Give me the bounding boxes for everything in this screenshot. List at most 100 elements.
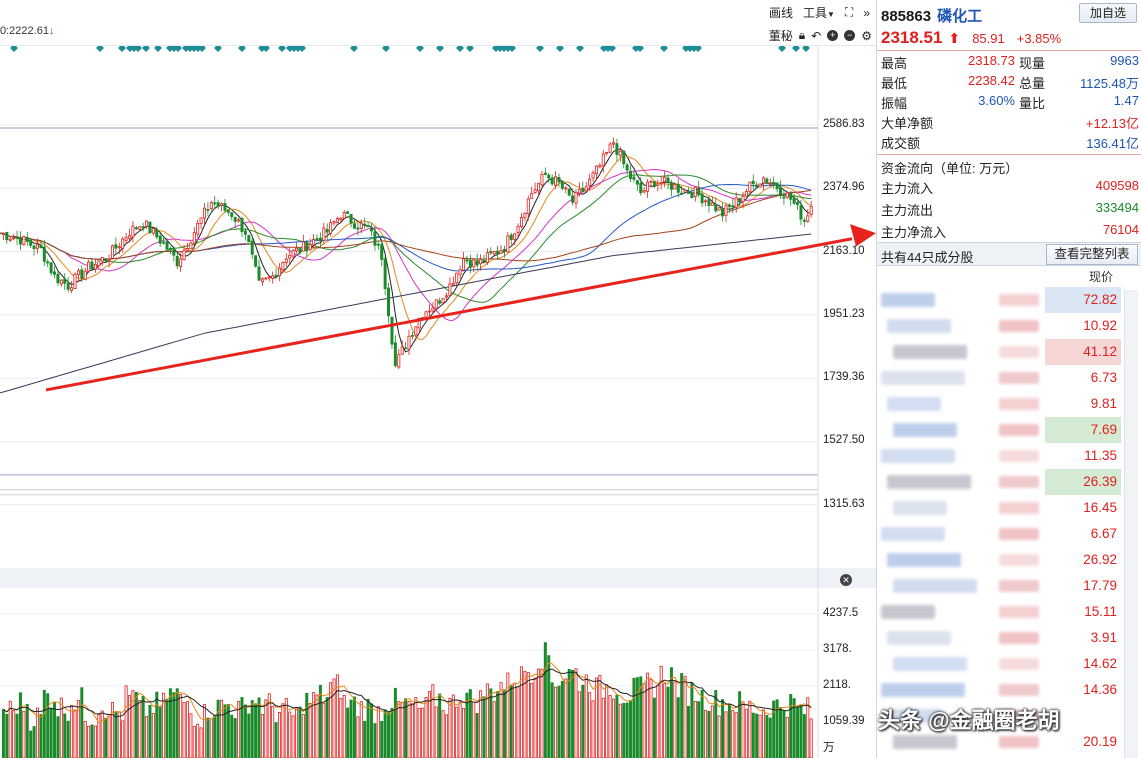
constituent-price: 20.19 xyxy=(1083,734,1117,749)
volume-bar xyxy=(291,715,295,758)
candle-body xyxy=(56,273,60,284)
constituent-row[interactable]: 9.81 xyxy=(877,391,1122,417)
candle-body xyxy=(632,176,636,180)
stock-change-blurred xyxy=(999,398,1039,410)
lock-icon[interactable]: 🔒︎ xyxy=(798,28,806,42)
volume-bar xyxy=(802,714,806,758)
view-full-list-button[interactable]: 查看完整列表 xyxy=(1046,244,1138,265)
candle-body xyxy=(697,187,701,196)
candle-body xyxy=(594,165,598,175)
candle-body xyxy=(230,212,234,217)
event-diamond-icon xyxy=(10,44,18,52)
candle-body xyxy=(155,229,159,238)
stock-name-blurred xyxy=(887,709,941,723)
kline-chart-svg[interactable] xyxy=(0,0,876,758)
stat-value: 1125.48万 xyxy=(1079,76,1139,91)
volume-bar xyxy=(680,673,684,758)
constituent-row[interactable]: 3.91 xyxy=(877,625,1122,651)
candle-body xyxy=(247,235,251,243)
constituent-row[interactable]: 20.19 xyxy=(877,729,1122,755)
candle-body xyxy=(656,182,660,186)
constituent-row[interactable]: 15.11 xyxy=(877,599,1122,625)
constituent-row[interactable]: 14.36 xyxy=(877,677,1122,703)
ma-readout-arrow: ↓ xyxy=(48,25,55,37)
zoom-out-icon[interactable]: − xyxy=(844,30,856,41)
flow-label: 主力流出 xyxy=(881,203,934,218)
constituent-row[interactable]: 6.73 xyxy=(877,365,1122,391)
volume-bar xyxy=(134,691,138,758)
candle-body xyxy=(519,217,523,228)
candle-body xyxy=(250,240,254,255)
candle-body xyxy=(274,274,278,278)
add-watchlist-button[interactable]: 加自选 xyxy=(1079,3,1137,23)
volume-bar xyxy=(206,717,210,758)
constituent-row[interactable]: 41.12 xyxy=(877,339,1122,365)
volume-bar xyxy=(359,701,363,758)
constituent-row[interactable]: 26.92 xyxy=(877,547,1122,573)
candle-body xyxy=(516,225,520,233)
volume-bar xyxy=(247,713,251,758)
volume-bar xyxy=(312,692,316,758)
price-tick-label: 1527.50 xyxy=(823,434,865,447)
constituent-row[interactable]: 26.39 xyxy=(877,469,1122,495)
undo-icon[interactable]: ↶ xyxy=(811,28,822,43)
volume-bar xyxy=(281,703,285,758)
volume-tick-label: 2118. xyxy=(823,678,851,691)
constituent-price: 10.92 xyxy=(1083,318,1117,333)
volume-bar xyxy=(387,712,391,758)
candle-body xyxy=(649,180,653,183)
kline-chart-area[interactable]: 0:2222.61↓ 画线 工具▼ ⛶ » 董秘 🔒︎ ↶ + − ⚙ 2586… xyxy=(0,0,876,758)
constituent-row[interactable]: 14.62 xyxy=(877,651,1122,677)
candle-body xyxy=(42,246,46,262)
close-volume-icon[interactable]: ✕ xyxy=(840,574,852,586)
zoom-in-icon[interactable]: + xyxy=(827,30,839,41)
price-column-header[interactable]: 现价 xyxy=(1089,270,1114,284)
constituent-price: 17.79 xyxy=(1083,578,1117,593)
stock-change-blurred xyxy=(999,658,1039,670)
stock-name-blurred xyxy=(893,735,957,749)
candle-body xyxy=(158,235,162,244)
candle-body xyxy=(15,236,19,239)
volume-bar xyxy=(663,683,667,758)
stat-value: 1.47 xyxy=(1113,93,1139,108)
event-diamond-icon xyxy=(660,44,668,52)
candle-body xyxy=(393,342,397,367)
constituent-row[interactable]: 7.69 xyxy=(877,417,1122,443)
constituent-row[interactable]: 17.79 xyxy=(877,573,1122,599)
candle-body xyxy=(537,182,541,192)
gear-icon[interactable]: ⚙ xyxy=(861,28,872,43)
volume-bar xyxy=(571,669,575,758)
volume-bar xyxy=(707,710,711,758)
list-scrollbar[interactable] xyxy=(1124,290,1138,758)
constituent-row[interactable] xyxy=(877,703,1122,729)
big-order-row: 大单净额 +12.13亿 xyxy=(881,113,1139,133)
candle-body xyxy=(686,190,690,194)
candle-body xyxy=(35,244,39,249)
tools-menu-button[interactable]: 工具▼ xyxy=(803,4,835,21)
draw-line-button[interactable]: 画线 xyxy=(768,6,793,20)
candle-body xyxy=(121,238,125,249)
quote-stat-row: 最高 2318.73 现量 9963 xyxy=(881,53,1139,73)
stock-change-blurred xyxy=(999,346,1039,358)
candle-body xyxy=(196,223,200,235)
constituent-row[interactable]: 72.82 xyxy=(877,287,1122,313)
constituent-row[interactable]: 10.92 xyxy=(877,313,1122,339)
candle-body xyxy=(690,193,694,199)
constituent-row[interactable]: 6.67 xyxy=(877,521,1122,547)
candle-body xyxy=(629,170,633,179)
volume-bar xyxy=(298,706,302,758)
volume-bar xyxy=(196,723,200,758)
fullscreen-icon[interactable]: ⛶ xyxy=(844,5,854,19)
constituent-price: 6.73 xyxy=(1090,370,1117,385)
event-diamond-icon xyxy=(198,44,206,52)
candle-body xyxy=(271,275,275,279)
flow-value: 333494 xyxy=(1095,200,1139,215)
constituent-row[interactable]: 11.35 xyxy=(877,443,1122,469)
collapse-panel-icon[interactable]: » xyxy=(863,5,870,20)
candle-body xyxy=(8,238,12,241)
candle-body xyxy=(267,276,271,279)
volume-bar xyxy=(516,686,520,758)
secretary-button[interactable]: 董秘 xyxy=(768,29,793,43)
candle-body xyxy=(87,261,91,272)
constituent-row[interactable]: 16.45 xyxy=(877,495,1122,521)
